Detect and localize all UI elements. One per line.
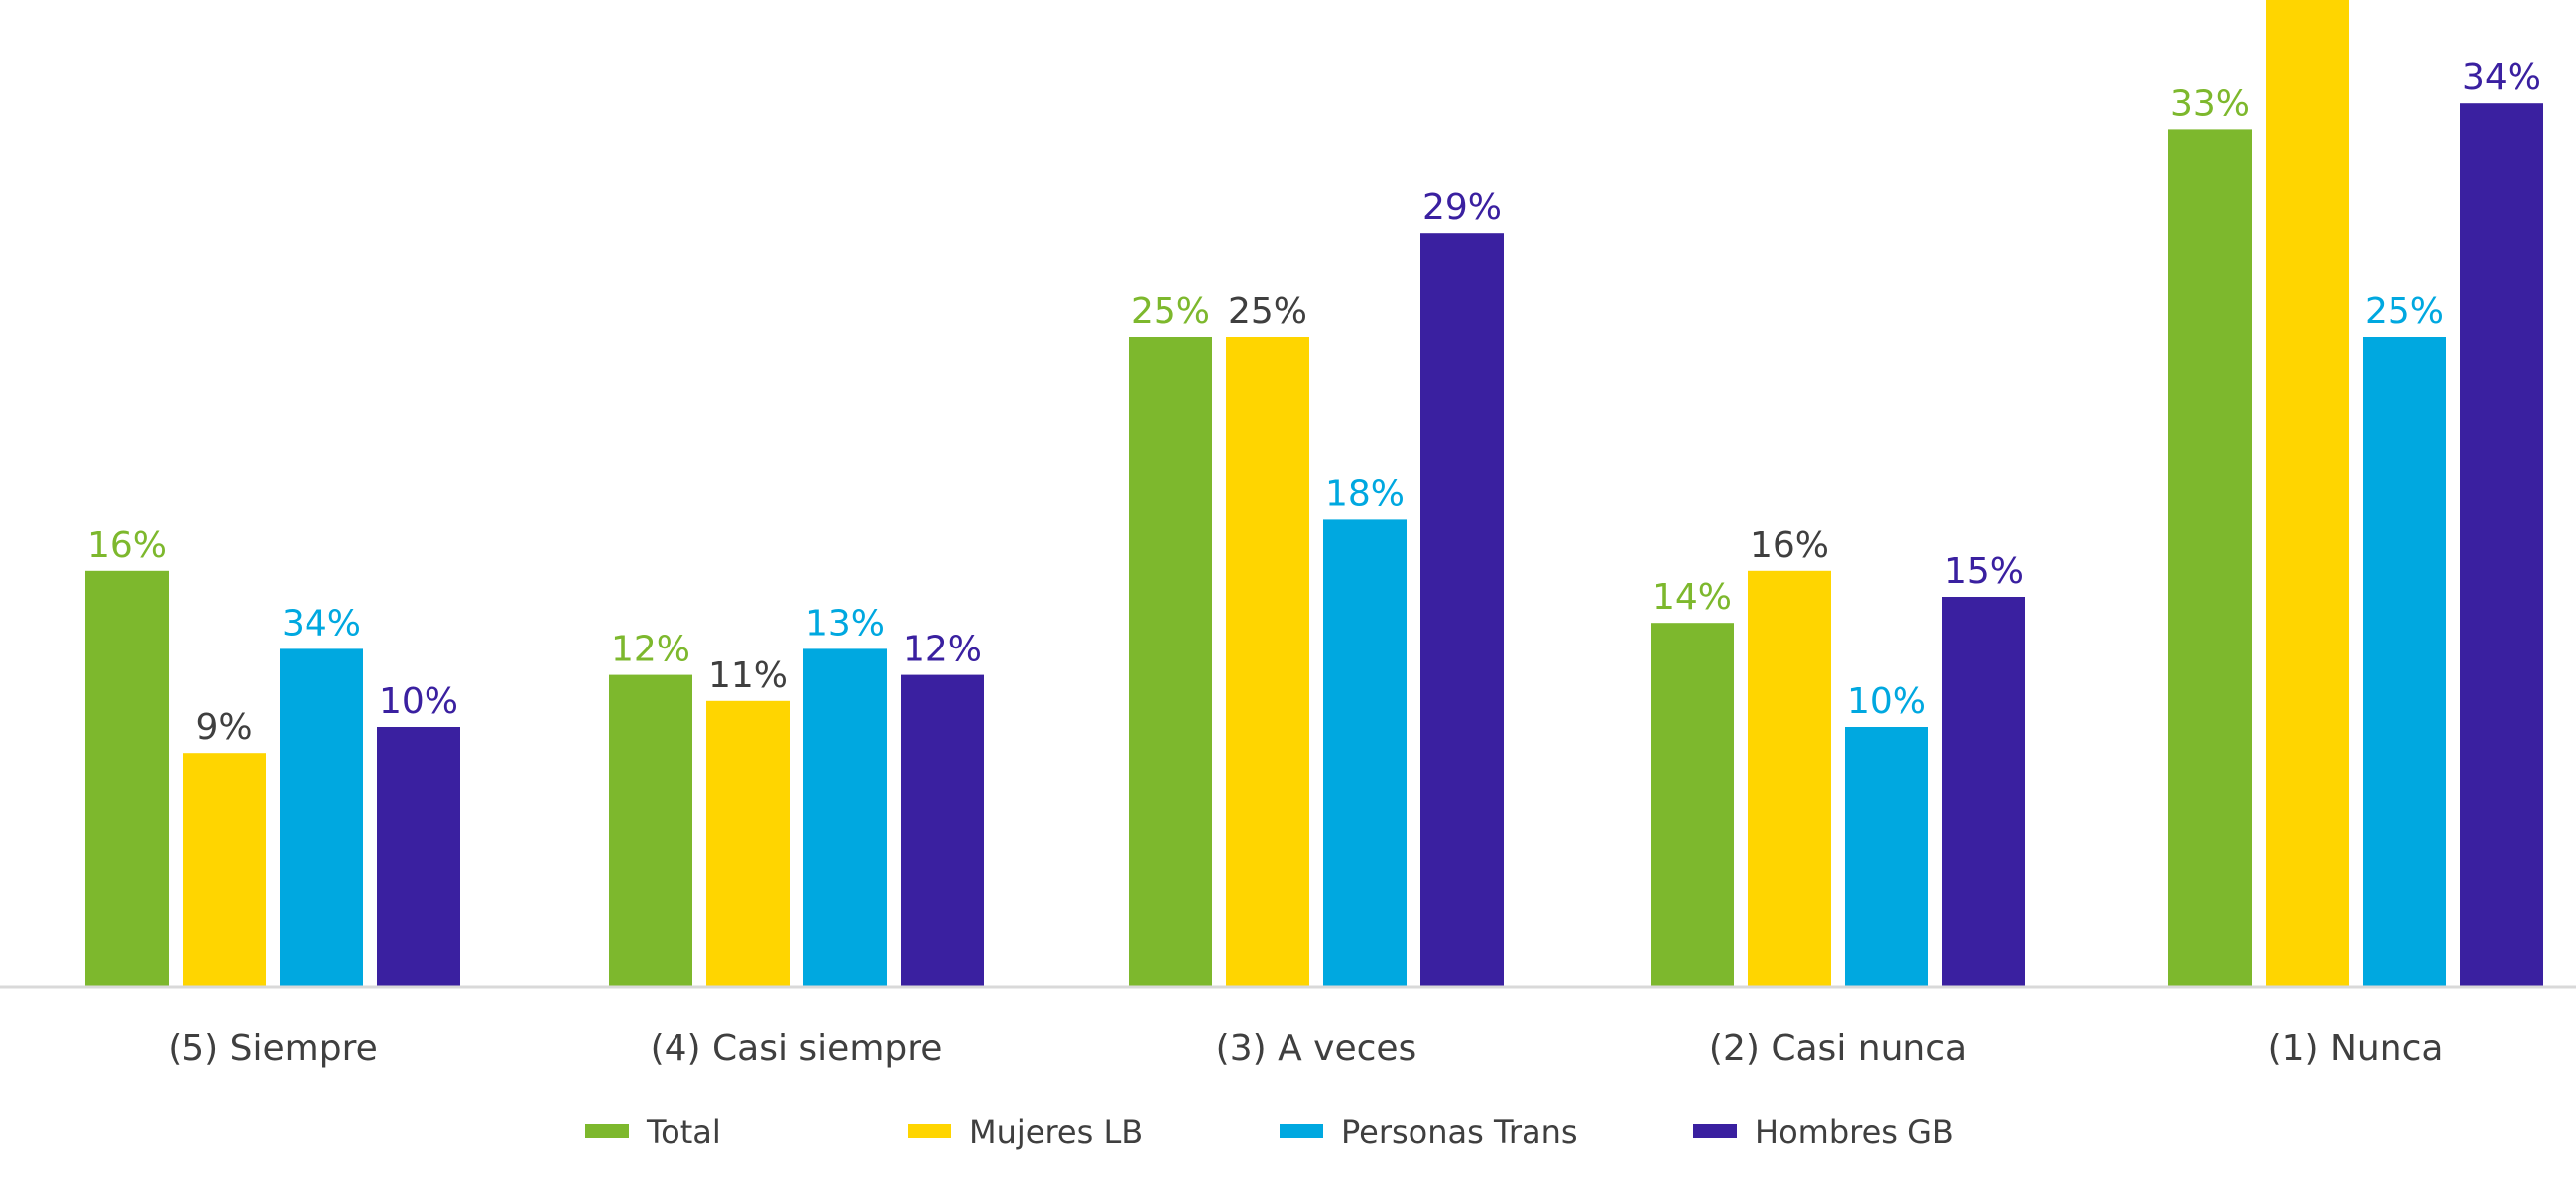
value-label-mujeres-lb-4-casi-siempre: 11% xyxy=(708,655,788,696)
bar-personas-trans-5-siempre xyxy=(280,648,363,987)
category-label-2-casi-nunca: (2) Casi nunca xyxy=(1709,1028,1967,1069)
value-label-hombres-gb-1-nunca: 34% xyxy=(2462,58,2541,98)
bar-personas-trans-2-casi-nunca xyxy=(1845,727,1928,987)
category-label-1-nunca: (1) Nunca xyxy=(2269,1028,2444,1069)
category-label-3-a-veces: (3) A veces xyxy=(1216,1028,1417,1069)
category-label-4-casi-siempre: (4) Casi siempre xyxy=(651,1028,943,1069)
value-label-total-5-siempre: 16% xyxy=(87,526,167,566)
bar-mujeres-lb-5-siempre xyxy=(183,753,266,987)
legend-label-mujeres-lb: Mujeres LB xyxy=(969,1114,1143,1151)
bar-personas-trans-1-nunca xyxy=(2363,337,2446,987)
value-label-total-3-a-veces: 25% xyxy=(1131,292,1210,332)
bar-mujeres-lb-2-casi-nunca xyxy=(1748,570,1831,987)
bar-hombres-gb-2-casi-nunca xyxy=(1942,597,2025,987)
value-label-personas-trans-5-siempre: 34% xyxy=(282,603,361,644)
value-label-hombres-gb-4-casi-siempre: 12% xyxy=(903,630,982,670)
category-label-5-siempre: (5) Siempre xyxy=(168,1028,378,1069)
value-label-personas-trans-4-casi-siempre: 13% xyxy=(805,603,885,644)
bar-hombres-gb-3-a-veces xyxy=(1420,233,1504,987)
legend-swatch-total xyxy=(585,1124,629,1138)
value-label-hombres-gb-3-a-veces: 29% xyxy=(1422,187,1502,228)
legend-label-hombres-gb: Hombres GB xyxy=(1755,1114,1954,1151)
legend-label-total: Total xyxy=(646,1114,721,1151)
value-label-personas-trans-1-nunca: 25% xyxy=(2365,292,2444,332)
value-label-total-4-casi-siempre: 12% xyxy=(611,630,690,670)
value-label-hombres-gb-5-siempre: 10% xyxy=(379,681,458,722)
bar-mujeres-lb-3-a-veces xyxy=(1226,337,1309,987)
bar-total-4-casi-siempre xyxy=(609,674,692,987)
legend-swatch-mujeres-lb xyxy=(908,1124,951,1138)
value-label-personas-trans-3-a-veces: 18% xyxy=(1325,473,1405,514)
bar-total-3-a-veces xyxy=(1129,337,1212,987)
value-label-total-2-casi-nunca: 14% xyxy=(1653,577,1732,618)
value-label-hombres-gb-2-casi-nunca: 15% xyxy=(1944,551,2024,592)
bar-hombres-gb-1-nunca xyxy=(2460,103,2543,987)
bar-hombres-gb-4-casi-siempre xyxy=(901,674,984,987)
value-label-mujeres-lb-5-siempre: 9% xyxy=(195,707,252,748)
bars-layer xyxy=(85,0,2543,987)
bar-total-1-nunca xyxy=(2168,129,2252,987)
legend-swatch-hombres-gb xyxy=(1693,1124,1737,1138)
value-label-personas-trans-2-casi-nunca: 10% xyxy=(1847,681,1926,722)
legend: Total Mujeres LB Personas Trans Hombres GB xyxy=(585,1114,1954,1151)
legend-swatch-personas-trans xyxy=(1280,1124,1323,1138)
bar-hombres-gb-5-siempre xyxy=(377,727,460,987)
legend-label-personas-trans: Personas Trans xyxy=(1341,1114,1578,1151)
category-labels-layer: (5) Siempre (4) Casi siempre (3) A veces (2… xyxy=(168,1028,2443,1069)
bar-personas-trans-3-a-veces xyxy=(1323,519,1407,987)
value-label-mujeres-lb-2-casi-nunca: 16% xyxy=(1750,526,1829,566)
bar-total-5-siempre xyxy=(85,570,169,987)
bar-mujeres-lb-4-casi-siempre xyxy=(706,700,790,987)
bar-mujeres-lb-1-nunca xyxy=(2266,0,2349,987)
value-label-mujeres-lb-3-a-veces: 25% xyxy=(1228,292,1307,332)
bar-personas-trans-4-casi-siempre xyxy=(803,648,887,987)
value-label-total-1-nunca: 33% xyxy=(2170,83,2250,124)
value-labels-layer: 16% 9% 34% 10% 12% 11% 13% 12% 25% 25% 18% 29% 14% 16… xyxy=(87,58,2541,748)
bar-total-2-casi-nunca xyxy=(1651,623,1734,987)
